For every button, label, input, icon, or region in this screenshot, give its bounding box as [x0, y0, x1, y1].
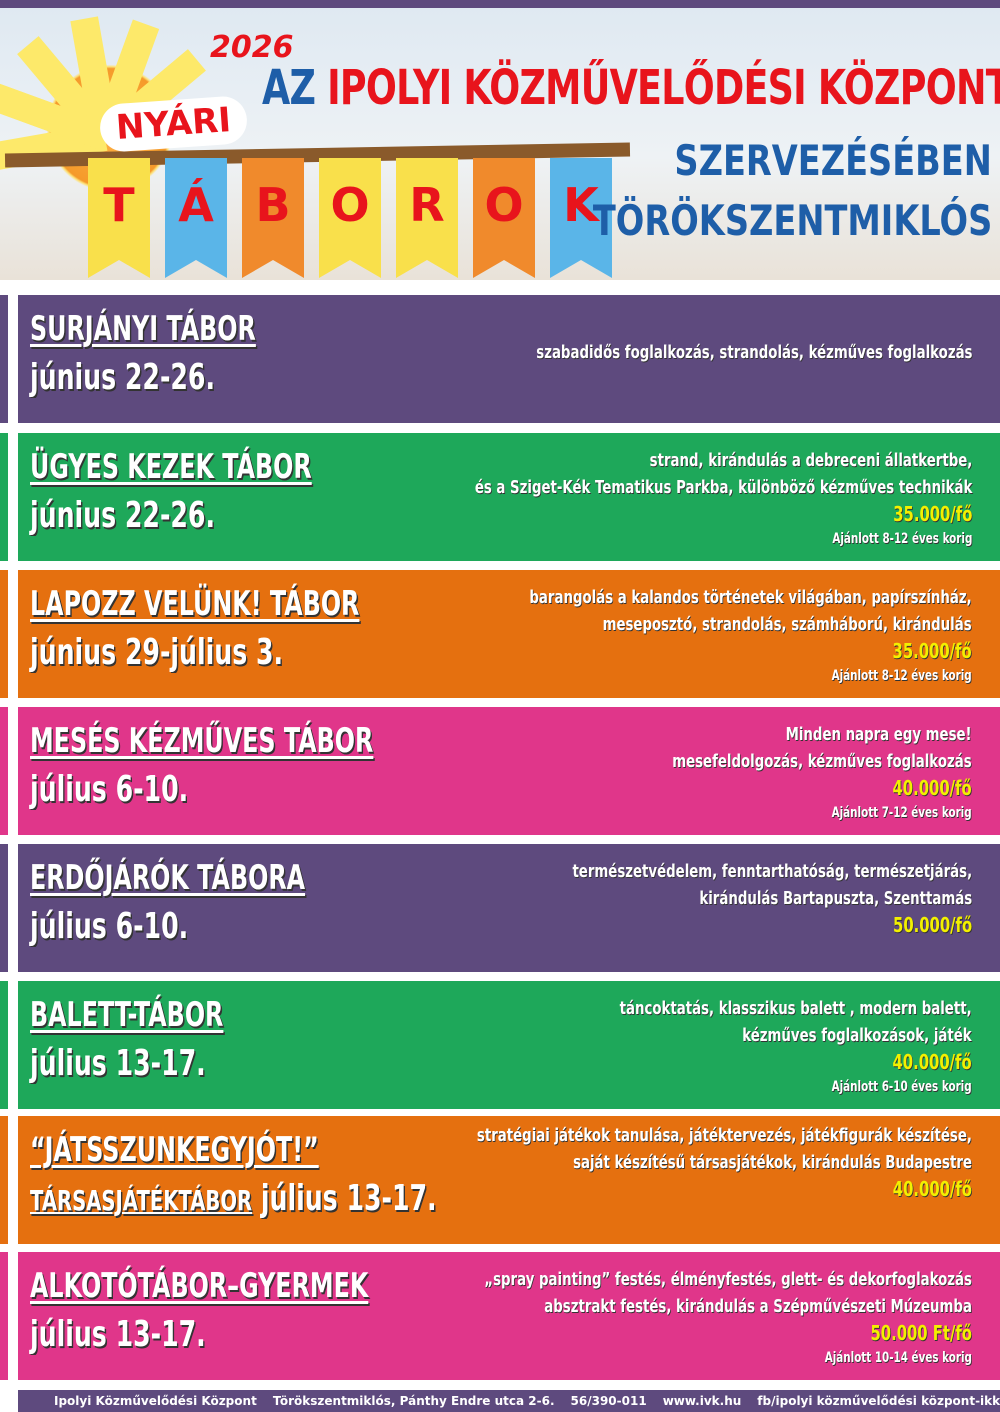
camp-date: július 6-10.: [30, 769, 189, 810]
camp-name-2: TÁRSASJÁTÉKTÁBOR: [30, 1184, 253, 1217]
side-strip: [0, 981, 8, 1109]
camp-name: “JÁTSSZUNKEGYJÓT!”: [30, 1130, 319, 1170]
side-strip: [0, 570, 8, 698]
camp-name: BALETT-TÁBOR: [30, 995, 224, 1035]
town: TÖRÖKSZENTMIKLÓS: [592, 196, 992, 245]
camp-section: BALETT-TÁBOR július 13-17. táncoktatás, kl…: [18, 981, 1000, 1109]
camp-price: 40.000/fő: [892, 776, 972, 800]
footer-item: Törökszentmiklós, Pánthy Endre utca 2-6.: [272, 1394, 555, 1408]
camp-description: strand, kirándulás a debreceni állatkert…: [474, 447, 972, 550]
camp-section: “JÁTSSZUNKEGYJÓT!” TÁRSASJÁTÉKTÁBOR júliu…: [18, 1116, 1000, 1244]
camp-section: LAPOZZ VELÜNK! TÁBOR június 29-július 3. b…: [18, 570, 1000, 698]
footer-item[interactable]: www.ivk.hu: [662, 1394, 742, 1408]
org-title: AZ IPOLYI KÖZMŰVELŐDÉSI KÖZPONT: [262, 60, 1000, 116]
camp-date: július 6-10.: [30, 906, 189, 947]
camp-date: július 13-17.: [30, 1043, 206, 1084]
subtitle: SZERVEZÉSÉBEN: [674, 136, 993, 185]
camp-price: 50.000 Ft/fő: [870, 1321, 972, 1345]
camp-description: szabadidős foglalkozás, strandolás, kézm…: [536, 339, 972, 366]
camp-date-line: TÁRSASJÁTÉKTÁBOR július 13-17.: [30, 1178, 437, 1219]
side-strip: [0, 1116, 8, 1244]
description-line: mesefeldolgozás, kézműves foglalkozás: [672, 751, 972, 772]
camp-description: stratégiai játékok tanulása, játéktervez…: [477, 1122, 972, 1203]
description-line: természetvédelem, fenntarthatóság, termé…: [572, 861, 972, 882]
side-strip: [0, 1252, 8, 1380]
description-line: szabadidős foglalkozás, strandolás, kézm…: [535, 342, 972, 363]
camp-name: ÜGYES KEZEK TÁBOR: [30, 447, 312, 487]
flag-letter: K: [550, 158, 612, 278]
camp-date: július 13-17.: [30, 1314, 206, 1355]
camp-price: 50.000/fő: [892, 913, 972, 937]
camp-age: Ajánlott 8-12 éves korig: [831, 531, 972, 547]
camp-date: június 22-26.: [30, 495, 216, 536]
flag-letter: T: [88, 158, 150, 278]
camp-price: 40.000/fő: [892, 1177, 972, 1201]
camp-section: MESÉS KÉZMŰVES TÁBOR július 6-10. Minden n…: [18, 707, 1000, 835]
camp-description: Minden napra egy mese! mesefeldolgozás, k…: [673, 721, 972, 824]
top-bar: [0, 0, 1000, 8]
side-strip: [0, 433, 8, 561]
side-strip: [0, 707, 8, 835]
year: 2026: [210, 30, 294, 65]
camp-description: barangolás a kalandos történetek világáb…: [530, 584, 972, 687]
description-line: stratégiai játékok tanulása, játéktervez…: [476, 1125, 972, 1146]
camp-name: ALKOTÓTÁBOR–GYERMEK: [30, 1266, 369, 1306]
side-strip: [0, 295, 8, 423]
description-line: és a Sziget-Kék Tematikus Parkba, különb…: [474, 477, 972, 498]
camp-section: ERDŐJÁRÓK TÁBORA július 6-10. természetvéd…: [18, 844, 1000, 972]
flag-letter: R: [396, 158, 458, 278]
description-line: kézműves foglalkozások, játék: [742, 1025, 972, 1046]
description-line: saját készítésű társasjátékok, kirándulá…: [573, 1152, 972, 1173]
camp-age: Ajánlott 10-14 éves korig: [824, 1350, 972, 1366]
description-line: absztrakt festés, kirándulás a Szépművés…: [544, 1296, 972, 1317]
camp-date: június 22-26.: [30, 357, 216, 398]
camp-name: SURJÁNYI TÁBOR: [30, 309, 256, 349]
camp-price: 35.000/fő: [892, 502, 972, 526]
description-line: meseposztó, strandolás, számháború, kirá…: [602, 614, 972, 635]
description-line: „spray painting” festés, élményfestés, g…: [484, 1269, 972, 1290]
camp-price: 40.000/fő: [892, 1050, 972, 1074]
camp-section: ÜGYES KEZEK TÁBOR június 22-26. strand, ki…: [18, 433, 1000, 561]
camp-date: július 13-17.: [260, 1178, 437, 1219]
footer-item: 56/390-011: [570, 1394, 647, 1408]
description-line: Minden napra egy mese!: [785, 724, 972, 745]
description-line: strand, kirándulás a debreceni állatkert…: [649, 450, 972, 471]
camp-description: táncoktatás, klasszikus balett , modern …: [620, 995, 972, 1098]
camp-name: LAPOZZ VELÜNK! TÁBOR: [30, 584, 360, 624]
camp-name: ERDŐJÁRÓK TÁBORA: [30, 858, 306, 898]
camp-age: Ajánlott 6-10 éves korig: [831, 1079, 972, 1095]
flag-letter: Á: [165, 158, 227, 278]
camp-section: SURJÁNYI TÁBOR június 22-26. szabadidős fo…: [18, 295, 1000, 423]
camp-name: MESÉS KÉZMŰVES TÁBOR: [30, 721, 374, 761]
camp-date: június 29-július 3.: [30, 632, 284, 673]
flag-letter: O: [319, 158, 381, 278]
footer: Ipolyi Közművelődési Központ Törökszentmi…: [18, 1390, 1000, 1412]
camp-description: természetvédelem, fenntarthatóság, termé…: [572, 858, 972, 939]
flag-letter: O: [473, 158, 535, 278]
flag-letter: B: [242, 158, 304, 278]
camp-age: Ajánlott 8-12 éves korig: [831, 668, 972, 684]
description-line: kirándulás Bartapuszta, Szenttamás: [699, 888, 972, 909]
camp-section: ALKOTÓTÁBOR–GYERMEK július 13-17. „spray p…: [18, 1252, 1000, 1380]
camp-age: Ajánlott 7-12 éves korig: [831, 805, 972, 821]
footer-item[interactable]: fb/ipolyi közművelődési központ-ikk: [757, 1394, 1000, 1408]
side-strip: [0, 844, 8, 972]
description-line: barangolás a kalandos történetek világáb…: [529, 587, 972, 608]
camp-price: 35.000/fő: [892, 639, 972, 663]
footer-item: Ipolyi Közművelődési Központ: [54, 1394, 257, 1408]
camp-description: „spray painting” festés, élményfestés, g…: [484, 1266, 972, 1369]
badge-nyari: NYÁRI: [98, 94, 249, 154]
description-line: táncoktatás, klasszikus balett , modern …: [620, 998, 972, 1019]
